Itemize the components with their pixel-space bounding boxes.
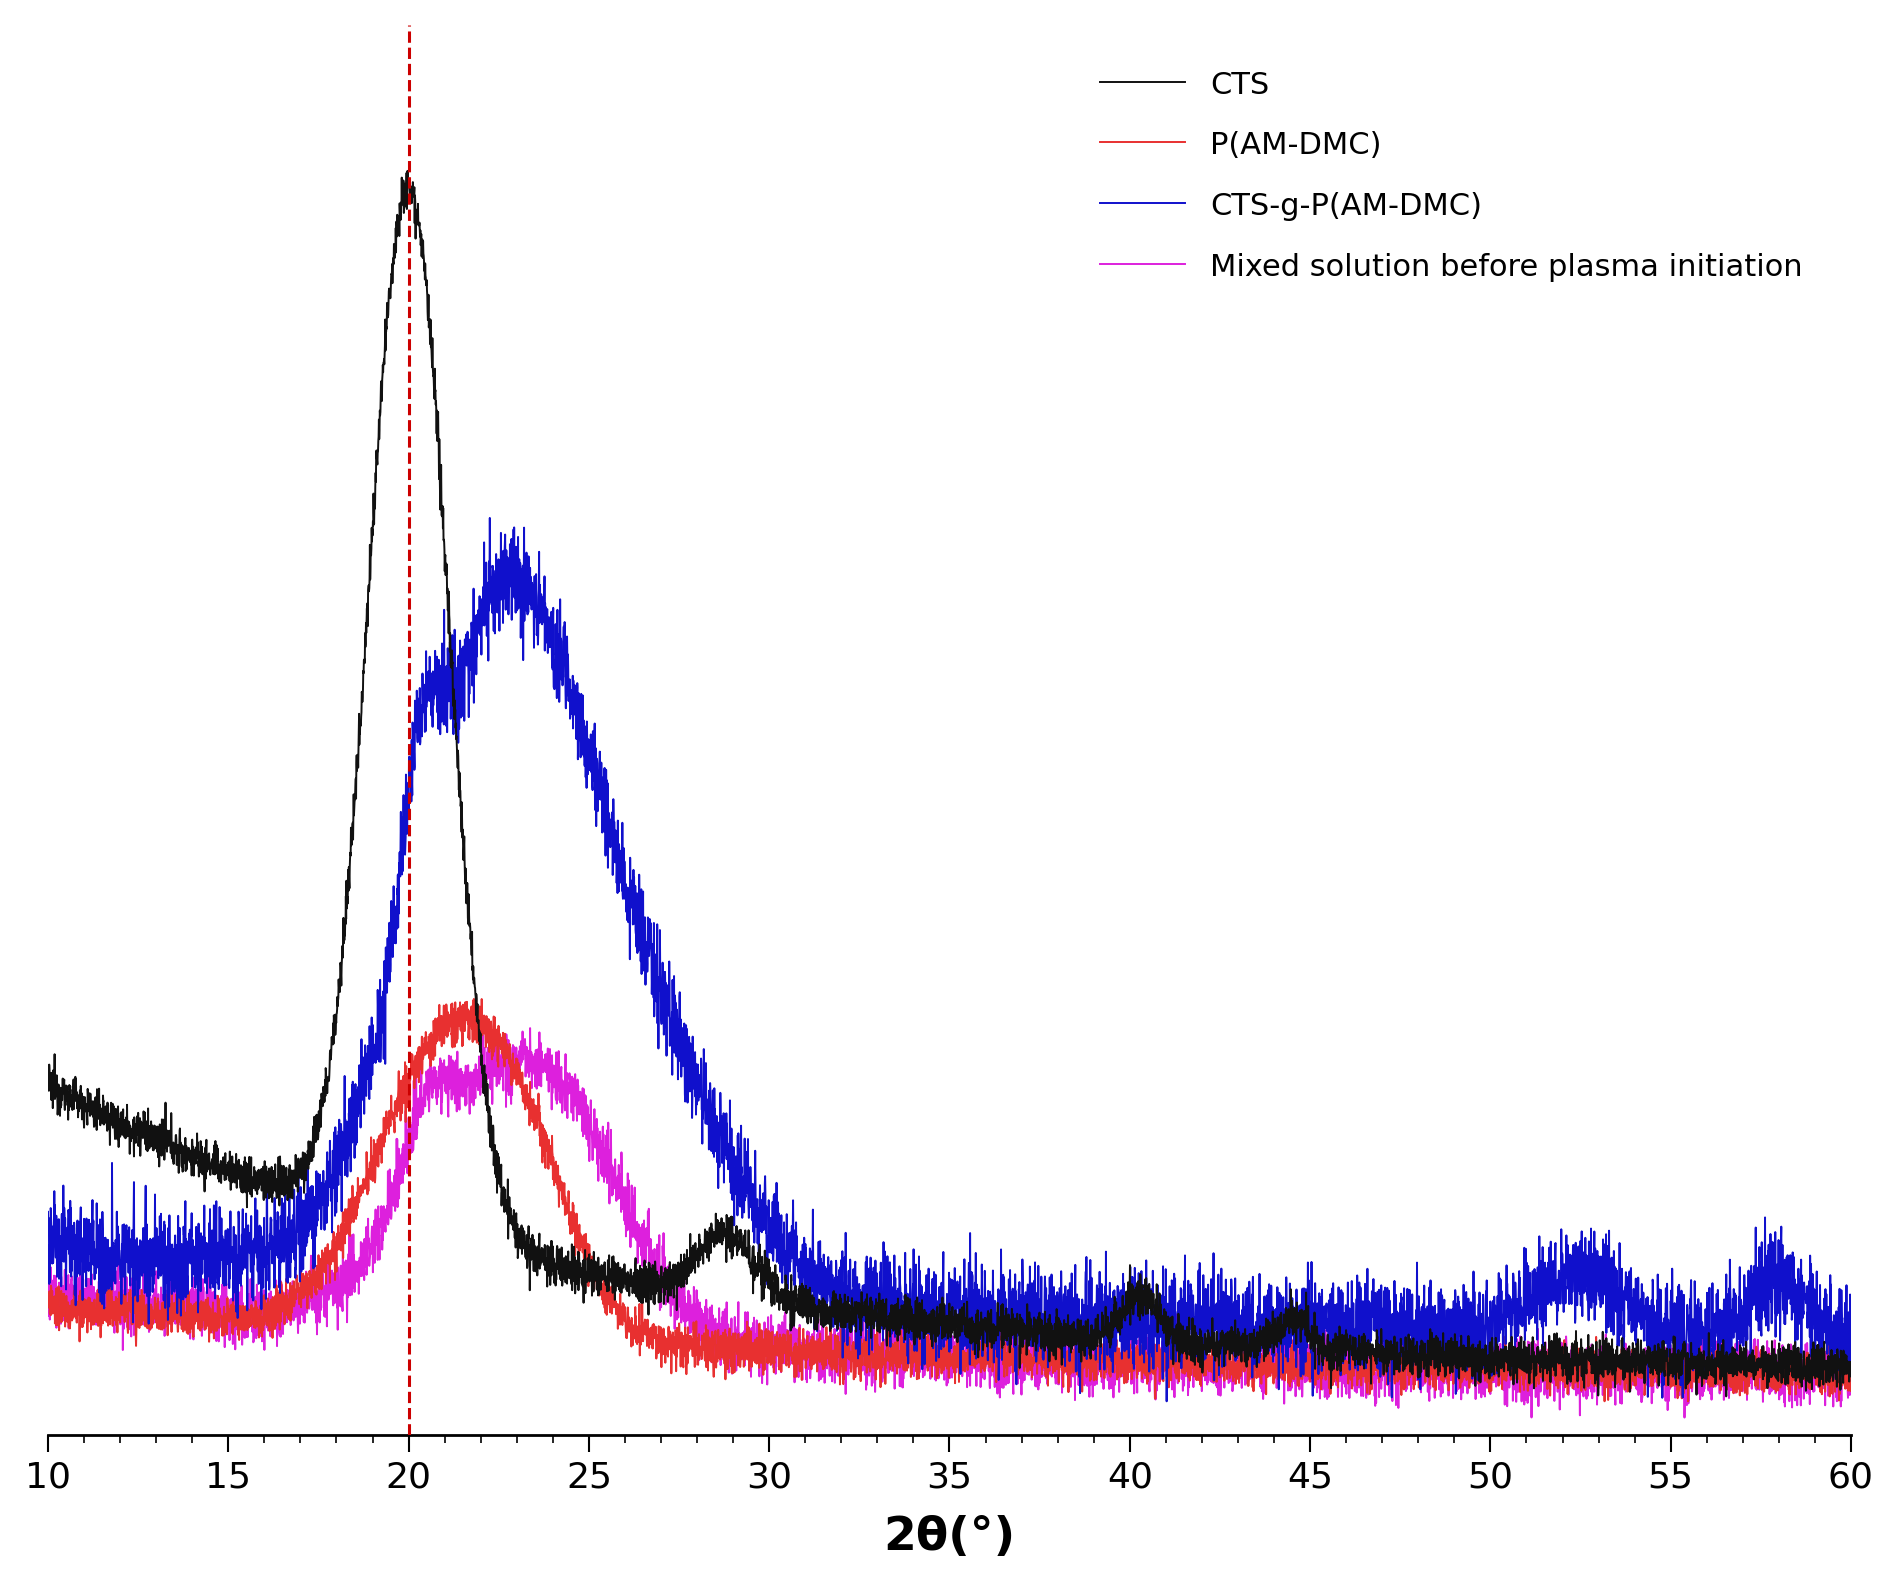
P(AM-DMC) <box>456 1011 478 1030</box>
CTS <box>716 1213 738 1232</box>
CTS <box>397 162 419 181</box>
Mixed solution before plasma initiation <box>456 1076 478 1095</box>
Mixed solution before plasma initiation <box>474 1057 497 1076</box>
CTS <box>1839 1355 1862 1374</box>
P(AM-DMC) <box>845 1328 867 1347</box>
CTS-g-P(AM-DMC) <box>465 664 488 683</box>
CTS <box>456 883 478 902</box>
P(AM-DMC) <box>36 1285 59 1304</box>
CTS <box>36 1078 59 1097</box>
CTS <box>465 989 488 1008</box>
CTS-g-P(AM-DMC) <box>1839 1335 1862 1354</box>
CTS-g-P(AM-DMC) <box>456 656 478 675</box>
Mixed solution before plasma initiation <box>36 1306 59 1325</box>
Mixed solution before plasma initiation <box>1839 1365 1862 1384</box>
P(AM-DMC) <box>463 989 486 1008</box>
Line: Mixed solution before plasma initiation: Mixed solution before plasma initiation <box>47 1029 1851 1417</box>
Mixed solution before plasma initiation <box>465 1068 488 1087</box>
P(AM-DMC) <box>474 1038 497 1057</box>
P(AM-DMC) <box>465 1029 488 1048</box>
Line: P(AM-DMC): P(AM-DMC) <box>47 999 1851 1401</box>
CTS-g-P(AM-DMC) <box>478 509 501 528</box>
P(AM-DMC) <box>1676 1392 1699 1411</box>
Mixed solution before plasma initiation <box>1824 1352 1847 1371</box>
CTS <box>845 1322 867 1341</box>
P(AM-DMC) <box>1824 1357 1847 1376</box>
Mixed solution before plasma initiation <box>1672 1407 1695 1426</box>
Mixed solution before plasma initiation <box>518 1019 541 1038</box>
CTS-g-P(AM-DMC) <box>1824 1317 1847 1336</box>
CTS <box>1824 1341 1847 1360</box>
CTS-g-P(AM-DMC) <box>716 1151 738 1170</box>
P(AM-DMC) <box>1839 1379 1862 1398</box>
CTS-g-P(AM-DMC) <box>845 1301 867 1320</box>
CTS-g-P(AM-DMC) <box>474 569 497 588</box>
Line: CTS: CTS <box>47 171 1851 1396</box>
CTS <box>474 1095 497 1114</box>
CTS-g-P(AM-DMC) <box>1154 1392 1177 1411</box>
P(AM-DMC) <box>716 1335 738 1354</box>
Mixed solution before plasma initiation <box>845 1339 867 1358</box>
Mixed solution before plasma initiation <box>716 1355 738 1374</box>
X-axis label: 2θ(°): 2θ(°) <box>883 1515 1015 1560</box>
CTS <box>1714 1387 1737 1406</box>
CTS-g-P(AM-DMC) <box>36 1203 59 1222</box>
Line: CTS-g-P(AM-DMC): CTS-g-P(AM-DMC) <box>47 518 1851 1401</box>
Legend: CTS, P(AM-DMC), CTS-g-P(AM-DMC), Mixed solution before plasma initiation: CTS, P(AM-DMC), CTS-g-P(AM-DMC), Mixed s… <box>1084 54 1816 296</box>
